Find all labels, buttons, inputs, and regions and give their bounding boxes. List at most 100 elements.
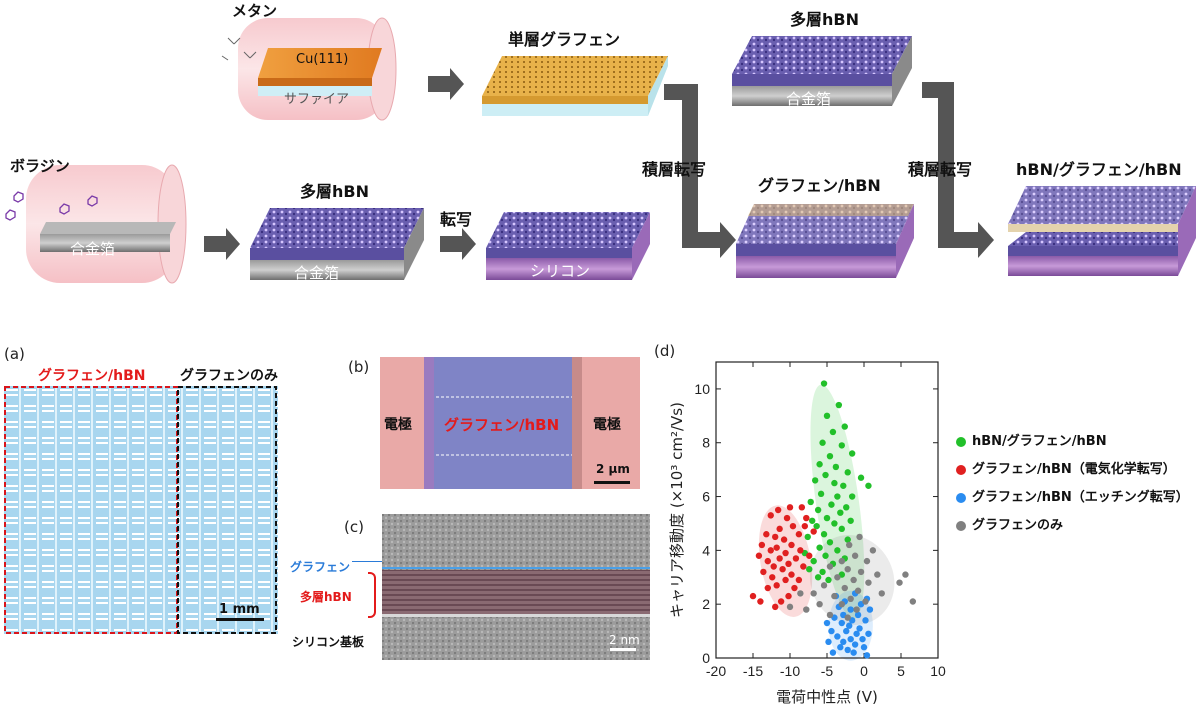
data-point-series-2 — [846, 622, 853, 629]
data-point-series-1 — [789, 522, 797, 530]
data-point-series-1 — [800, 563, 807, 570]
y-tick-label: 2 — [702, 596, 710, 612]
legend-item-hbn-graphene-hbn: hBN/グラフェン/hBN — [956, 430, 1107, 449]
data-point-series-2 — [859, 635, 866, 643]
data-point-series-0 — [804, 533, 811, 541]
data-point-series-3 — [831, 592, 838, 600]
data-point-series-0 — [807, 498, 814, 506]
data-point-series-1 — [779, 566, 786, 573]
data-point-series-1 — [795, 576, 803, 584]
panel-b-scale: 2 μm — [596, 462, 630, 476]
data-point-series-2 — [851, 641, 859, 648]
data-point-series-2 — [844, 646, 851, 654]
data-point-series-1 — [797, 547, 804, 554]
data-point-series-3 — [841, 584, 848, 592]
silicon-label: シリコン — [530, 262, 591, 280]
data-point-series-1 — [776, 525, 783, 533]
data-point-series-0 — [857, 474, 865, 481]
y-tick-label: 10 — [694, 381, 710, 397]
data-point-series-3 — [816, 600, 823, 608]
data-point-series-0 — [843, 504, 850, 511]
panel-c-multilayer-hbn-label: 多層hBN — [300, 590, 352, 604]
data-point-series-1 — [767, 512, 774, 519]
legend-label-3: グラフェンのみ — [972, 518, 1064, 533]
monolayer-graphene-label: 単層グラフェン — [508, 30, 621, 49]
data-point-series-2 — [823, 619, 831, 627]
data-point-series-2 — [866, 606, 874, 613]
data-point-series-0 — [831, 520, 838, 527]
data-point-series-2 — [847, 635, 854, 643]
data-point-series-1 — [782, 576, 789, 584]
data-point-series-2 — [863, 652, 871, 659]
panel-a-scale: 1 mm — [219, 602, 260, 617]
panel-a-label-left: グラフェン/hBN — [38, 368, 146, 384]
hbn-graphene-hbn-label: hBN/グラフェン/hBN — [1016, 160, 1182, 179]
data-point-series-1 — [767, 547, 774, 554]
data-point-series-1 — [758, 541, 766, 549]
panel-b-electrode-right: 電極 — [593, 417, 621, 433]
legend-label-2: グラフェン/hBN（エッチング転写） — [972, 490, 1189, 505]
data-point-series-1 — [791, 584, 798, 592]
panel-b-image — [380, 357, 640, 489]
data-point-series-3 — [826, 563, 834, 570]
data-point-series-0 — [840, 482, 847, 489]
data-point-series-0 — [838, 525, 845, 533]
data-point-series-0 — [814, 574, 822, 581]
data-point-series-1 — [803, 514, 810, 522]
data-point-series-0 — [831, 479, 838, 487]
data-point-series-3 — [869, 547, 877, 554]
legend-item-graphene-only: グラフェンのみ — [956, 514, 1063, 533]
data-point-series-3 — [896, 579, 903, 586]
data-point-series-1 — [772, 603, 779, 611]
data-point-series-1 — [769, 574, 776, 581]
data-point-series-1 — [774, 506, 782, 514]
panel-b-electrode-left: 電極 — [384, 417, 412, 433]
data-point-series-1 — [773, 582, 780, 589]
data-point-series-0 — [820, 531, 828, 538]
legend-dot-blue — [956, 492, 966, 503]
data-point-series-0 — [820, 380, 828, 387]
data-point-series-0 — [811, 477, 819, 484]
alloy-foil-label-3: 合金箔 — [786, 90, 832, 108]
data-point-series-2 — [837, 644, 844, 651]
data-point-series-0 — [813, 522, 820, 530]
multilayer-hbn-label-2: 多層hBN — [790, 10, 859, 29]
data-point-series-1 — [795, 531, 803, 538]
data-point-series-1 — [786, 504, 794, 511]
x-tick-label: -15 — [743, 663, 763, 679]
data-point-series-1 — [810, 528, 817, 535]
data-point-series-2 — [828, 627, 835, 635]
data-point-series-3 — [902, 571, 909, 578]
data-point-series-2 — [847, 606, 854, 613]
graphene-hbn-label: グラフェン/hBN — [758, 176, 881, 195]
data-point-series-1 — [782, 549, 789, 557]
data-point-series-1 — [788, 571, 795, 578]
data-point-series-0 — [826, 452, 834, 460]
data-point-series-3 — [856, 533, 863, 541]
data-point-series-1 — [764, 584, 771, 592]
legend-dot-red — [956, 464, 966, 475]
x-tick-label: -20 — [706, 663, 726, 679]
graphene-pointer — [352, 561, 382, 562]
transfer-label: 転写 — [440, 210, 473, 229]
alloy-foil-label-2: 合金箔 — [294, 264, 340, 282]
panel-b-center-label: グラフェン/hBN — [444, 416, 560, 434]
y-axis-label: キャリア移動度 (×10³ cm²/Vs) — [668, 402, 686, 618]
data-point-series-1 — [773, 544, 780, 551]
x-tick-label: 0 — [860, 663, 868, 679]
data-point-series-0 — [819, 439, 826, 446]
borazine-molecules — [5, 191, 98, 221]
panel-c-scale: 2 nm — [609, 633, 640, 647]
data-point-series-0 — [848, 493, 856, 500]
data-point-series-3 — [854, 587, 862, 594]
x-axis-label: 電荷中性点 (V) — [776, 688, 878, 706]
methane-label: メタン — [232, 2, 278, 20]
multilayer-hbn-alloy-top — [732, 36, 912, 106]
data-point-series-0 — [822, 471, 829, 479]
data-point-series-3 — [834, 574, 841, 581]
data-point-series-3 — [851, 552, 859, 559]
data-point-series-3 — [797, 590, 804, 597]
data-point-series-1 — [785, 592, 792, 600]
data-point-series-0 — [837, 509, 844, 516]
data-point-series-1 — [798, 504, 806, 511]
